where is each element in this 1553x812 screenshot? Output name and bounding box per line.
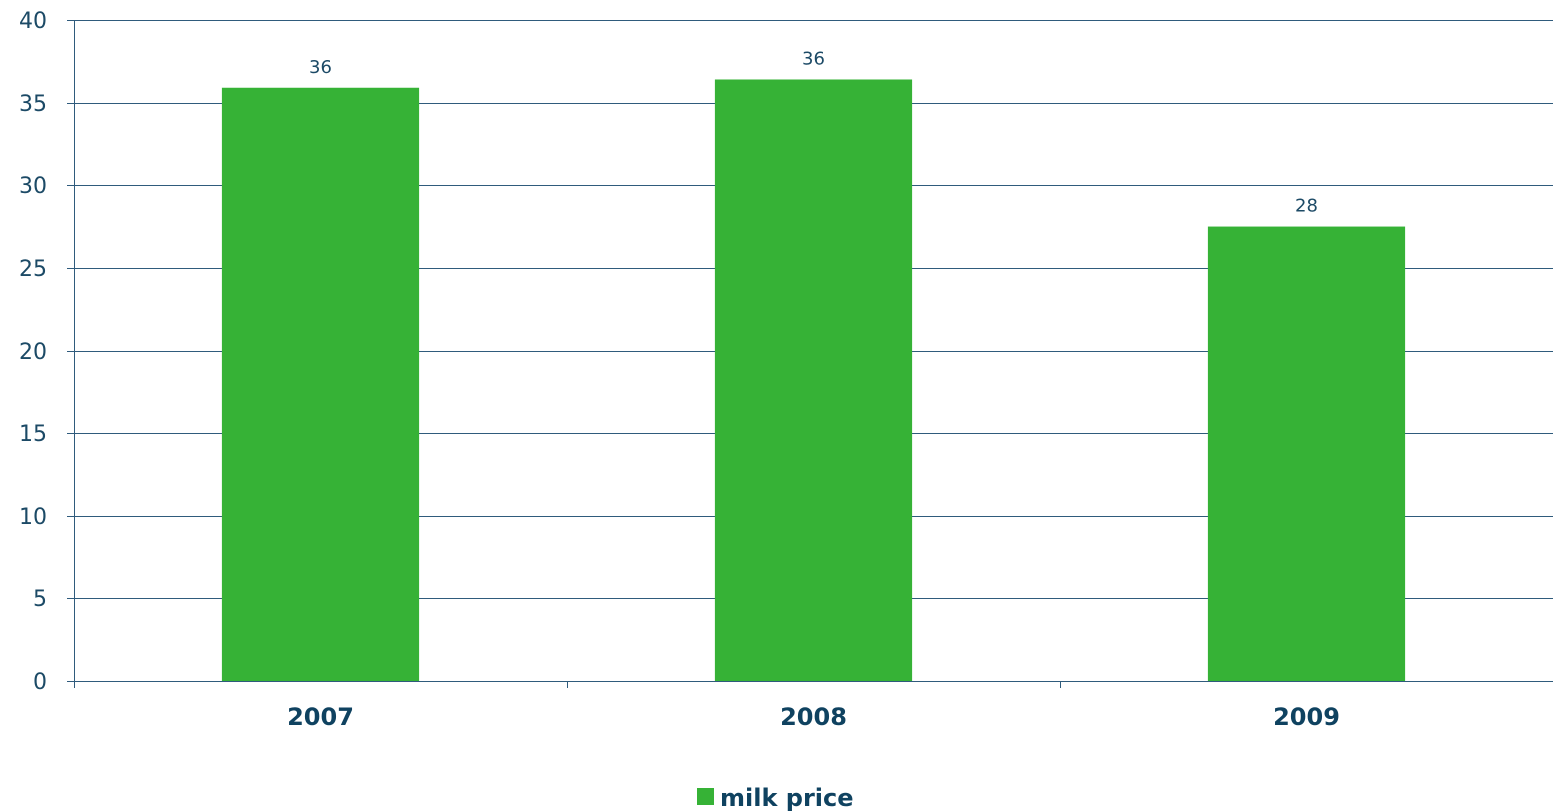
data-labels: 36 36 28 bbox=[309, 48, 1318, 216]
bar-2007 bbox=[221, 87, 420, 681]
y-tick-label: 10 bbox=[19, 505, 47, 530]
y-tick-label: 35 bbox=[19, 92, 47, 117]
y-tick-label: 25 bbox=[19, 257, 47, 282]
data-label-2009: 28 bbox=[1295, 196, 1318, 217]
legend-swatch-milk-price bbox=[697, 788, 714, 805]
bar-2008 bbox=[714, 79, 913, 682]
data-label-2008: 36 bbox=[802, 48, 825, 69]
bars bbox=[221, 79, 1406, 682]
y-tick-label: 0 bbox=[33, 670, 47, 695]
axes: 0 5 10 15 20 25 30 35 40 2007 2008 2009 bbox=[19, 9, 1553, 731]
y-tick-label: 5 bbox=[33, 587, 47, 612]
data-label-2007: 36 bbox=[309, 57, 332, 78]
x-tick-label-2008: 2008 bbox=[780, 703, 847, 731]
y-tick-label: 40 bbox=[19, 9, 47, 34]
y-tick-label: 30 bbox=[19, 174, 47, 199]
bar-2009 bbox=[1207, 226, 1406, 681]
y-tick-label: 20 bbox=[19, 340, 47, 365]
x-tick-label-2007: 2007 bbox=[287, 703, 354, 731]
x-tick-label-2009: 2009 bbox=[1273, 703, 1340, 731]
legend-label-milk-price: milk price bbox=[720, 784, 854, 812]
legend: milk price bbox=[697, 784, 854, 812]
y-tick-label: 15 bbox=[19, 422, 47, 447]
